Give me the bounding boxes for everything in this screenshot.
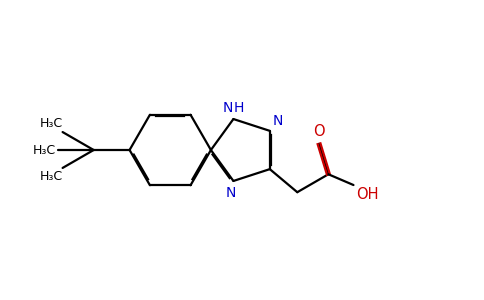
Text: H₃C: H₃C — [32, 143, 55, 157]
Text: OH: OH — [356, 188, 378, 202]
Text: H₃C: H₃C — [40, 170, 62, 183]
Text: O: O — [313, 124, 325, 139]
Text: H₃C: H₃C — [40, 117, 62, 130]
Text: N: N — [226, 186, 236, 200]
Text: N: N — [272, 114, 283, 128]
Text: H: H — [234, 101, 244, 115]
Text: N: N — [223, 101, 233, 115]
